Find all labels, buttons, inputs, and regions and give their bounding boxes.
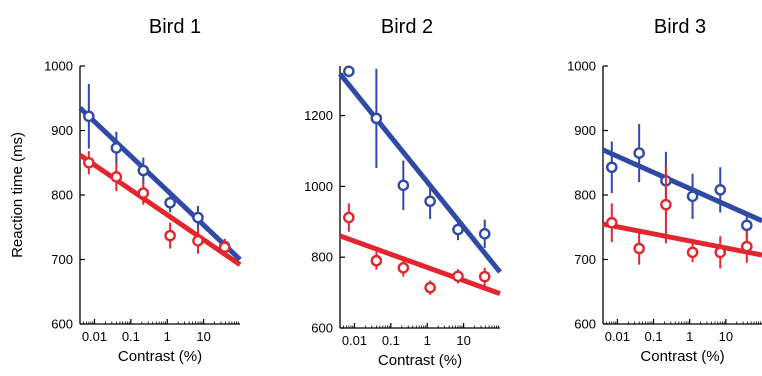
y-tick-label: 800 xyxy=(574,188,596,203)
x-tick-label: 0.01 xyxy=(342,333,367,348)
data-point xyxy=(605,161,618,174)
data-point xyxy=(397,179,410,192)
data-point xyxy=(137,164,150,177)
panel-title: Bird 1 xyxy=(149,16,201,38)
x-axis-label: Contrast (%) xyxy=(118,348,202,365)
x-tick-label: 0.1 xyxy=(382,333,400,348)
data-point xyxy=(741,219,753,232)
data-point xyxy=(370,112,383,125)
fit-line xyxy=(602,221,762,258)
panel-title: Bird 2 xyxy=(381,16,433,38)
series-blue xyxy=(601,124,762,239)
data-point xyxy=(83,156,95,169)
data-point xyxy=(137,187,150,199)
series-red xyxy=(78,151,242,267)
y-tick-label: 1200 xyxy=(304,108,333,123)
fit-line xyxy=(78,106,242,262)
y-tick-label: 1000 xyxy=(44,59,73,74)
data-point xyxy=(192,211,204,224)
data-point xyxy=(686,246,699,259)
y-axis-label: Reaction time (ms) xyxy=(9,132,26,258)
data-point xyxy=(452,223,464,236)
data-point xyxy=(343,211,355,224)
y-tick-label: 600 xyxy=(51,317,73,332)
x-tick-label: 10 xyxy=(719,329,733,344)
y-tick-label: 900 xyxy=(51,123,73,138)
x-axis-label: Contrast (%) xyxy=(640,348,724,365)
data-point xyxy=(686,190,699,203)
x-tick-label: 0.01 xyxy=(605,329,630,344)
series-red xyxy=(339,203,501,297)
x-axis-label: Contrast (%) xyxy=(378,352,462,369)
data-point xyxy=(343,65,355,78)
data-point xyxy=(164,229,176,242)
x-tick-label: 10 xyxy=(456,333,470,348)
data-point xyxy=(605,216,618,229)
y-tick-label: 900 xyxy=(574,123,596,138)
x-tick-label: 1 xyxy=(686,329,693,344)
series-red xyxy=(602,165,762,269)
x-tick-label: 10 xyxy=(196,329,210,344)
data-point xyxy=(164,196,176,209)
data-point xyxy=(370,254,383,267)
data-point xyxy=(478,228,491,240)
data-point xyxy=(192,234,204,247)
data-point xyxy=(218,241,231,254)
y-tick-label: 700 xyxy=(51,252,73,267)
data-point xyxy=(110,171,123,183)
x-tick-label: 0.1 xyxy=(122,329,140,344)
panel-title: Bird 3 xyxy=(654,16,706,38)
y-tick-label: 1000 xyxy=(304,179,333,194)
data-point xyxy=(110,142,123,154)
y-tick-label: 600 xyxy=(574,317,596,332)
data-point xyxy=(424,281,436,294)
panel-1: Bird 1 600 700 800 900 1000 0.01 0.1 1 10 Contrast… xyxy=(9,16,242,365)
fit-line xyxy=(78,152,242,267)
panel-3: Bird 3 600 700 800 900 1000 0.01 0.1 1 10 Contrast… xyxy=(567,16,762,365)
data-point xyxy=(83,110,95,123)
x-tick-label: 1 xyxy=(164,329,171,344)
panel-2: Bird 2 600 800 1000 1200 0.01 0.1 1 10 Contrast (… xyxy=(304,16,502,369)
data-point xyxy=(452,270,464,283)
data-point xyxy=(660,198,672,211)
series-blue xyxy=(338,65,502,274)
data-point xyxy=(478,270,491,283)
data-point xyxy=(714,246,727,259)
data-point xyxy=(633,147,645,159)
data-point xyxy=(714,184,727,196)
y-tick-label: 800 xyxy=(311,250,333,265)
x-tick-label: 0.01 xyxy=(82,329,107,344)
data-point xyxy=(424,195,436,208)
x-tick-label: 1 xyxy=(424,333,431,348)
x-tick-label: 0.1 xyxy=(645,329,663,344)
y-tick-label: 1000 xyxy=(567,59,596,74)
y-tick-label: 700 xyxy=(574,252,596,267)
y-tick-label: 800 xyxy=(51,188,73,203)
fit-line xyxy=(601,147,762,224)
fit-line xyxy=(338,72,502,274)
data-point xyxy=(633,242,645,255)
fit-line xyxy=(339,233,501,297)
data-point xyxy=(741,240,753,253)
data-point xyxy=(397,262,410,274)
y-tick-label: 600 xyxy=(311,321,333,336)
